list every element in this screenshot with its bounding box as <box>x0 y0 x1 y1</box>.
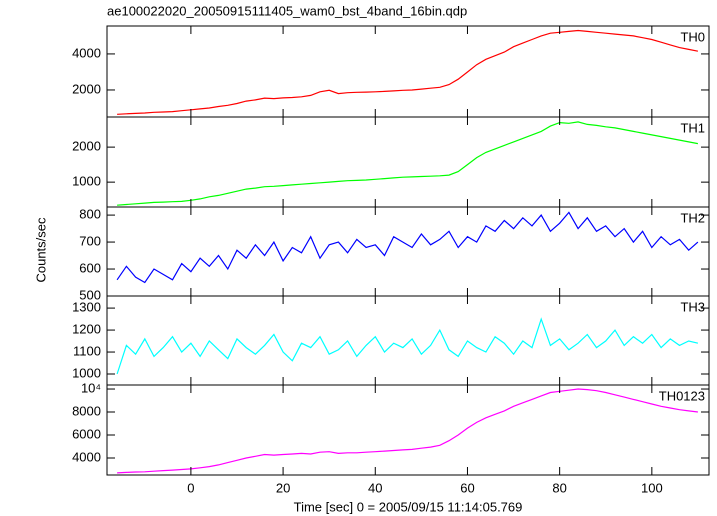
y-tick-label: 1200 <box>72 321 101 336</box>
x-tick-label: 40 <box>368 480 382 495</box>
panel-frame <box>106 384 710 476</box>
y-tick-label: 10⁴ <box>81 380 101 395</box>
y-tick-label: 4000 <box>72 449 101 464</box>
panel-label: TH0 <box>680 29 705 44</box>
y-axis-label: Counts/sec <box>33 217 48 283</box>
x-tick-label: 60 <box>460 480 474 495</box>
x-tick-label: 80 <box>552 480 566 495</box>
panel-label: TH2 <box>680 210 705 225</box>
y-tick-label: 800 <box>79 207 101 222</box>
x-tick-label: 20 <box>276 480 290 495</box>
light-curve <box>116 211 699 284</box>
y-tick-label: 4000 <box>72 45 101 60</box>
y-tick-label: 2000 <box>72 81 101 96</box>
y-tick-label: 700 <box>79 233 101 248</box>
light-curve <box>116 317 699 375</box>
y-tick-label: 1000 <box>72 365 101 380</box>
panel-frame <box>106 25 710 118</box>
x-axis-label: Time [sec] 0 = 2005/09/15 11:14:05.769 <box>294 499 523 514</box>
light-curve <box>117 121 699 206</box>
panel-label: TH1 <box>680 120 705 135</box>
y-tick-label: 1100 <box>73 343 101 358</box>
y-tick-label: 2000 <box>72 139 101 154</box>
light-curve <box>117 29 699 115</box>
light-curve <box>117 388 698 474</box>
chart-title: ae100022020_20050915111405_wam0_bst_4ban… <box>107 3 467 18</box>
y-tick-label: 1000 <box>72 174 101 189</box>
panel-frame <box>106 116 710 208</box>
panel-label: TH3 <box>680 299 705 314</box>
x-tick-label: 0 <box>187 480 194 495</box>
y-tick-label: 1300 <box>72 300 101 315</box>
panel-label: TH0123 <box>659 388 705 403</box>
x-tick-label: 100 <box>641 480 663 495</box>
panel-frame <box>106 295 710 386</box>
y-tick-label: 8000 <box>72 403 101 418</box>
y-tick-label: 600 <box>79 260 101 275</box>
panel-frame <box>106 206 710 297</box>
y-tick-label: 6000 <box>72 426 101 441</box>
y-tick-label: 500 <box>79 287 101 302</box>
